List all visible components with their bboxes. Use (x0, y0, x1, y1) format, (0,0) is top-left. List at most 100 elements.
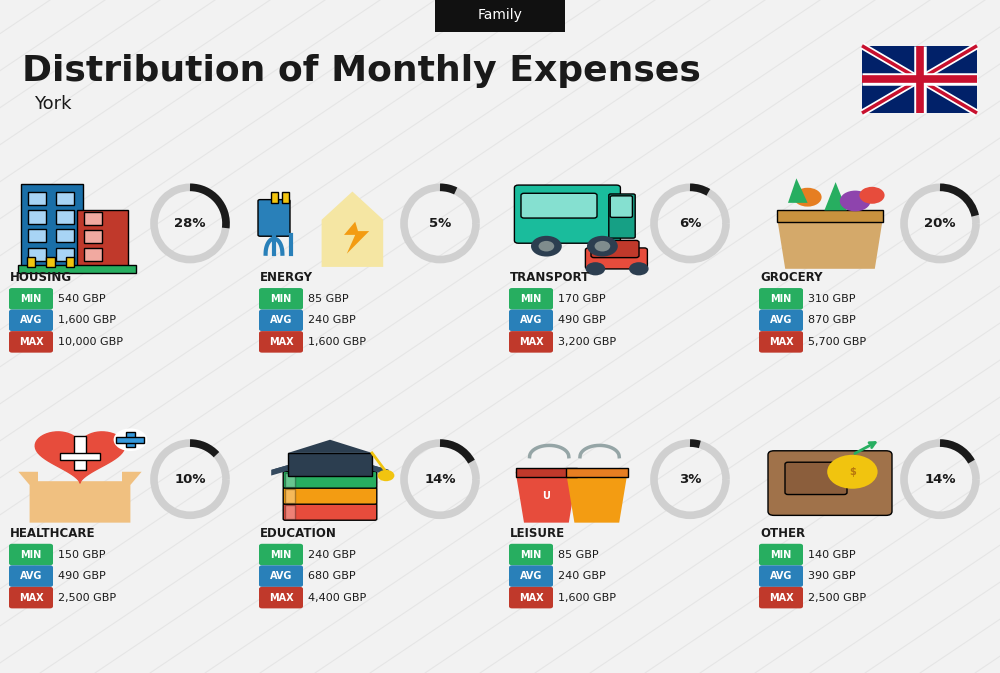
Text: AVG: AVG (270, 316, 292, 325)
Circle shape (587, 236, 618, 256)
FancyBboxPatch shape (566, 468, 628, 477)
FancyBboxPatch shape (509, 310, 553, 331)
Text: GROCERY: GROCERY (760, 271, 822, 284)
FancyBboxPatch shape (509, 331, 553, 353)
FancyBboxPatch shape (516, 468, 577, 477)
FancyBboxPatch shape (9, 310, 53, 331)
Text: MIN: MIN (20, 550, 42, 559)
FancyBboxPatch shape (9, 331, 53, 353)
Text: MAX: MAX (19, 337, 43, 347)
Text: MIN: MIN (20, 294, 42, 304)
Text: 5%: 5% (429, 217, 451, 230)
Text: 140 GBP: 140 GBP (808, 550, 856, 559)
Text: Family: Family (478, 9, 522, 22)
Text: Distribution of Monthly Expenses: Distribution of Monthly Expenses (22, 54, 701, 87)
FancyBboxPatch shape (28, 248, 46, 261)
Text: 490 GBP: 490 GBP (58, 571, 106, 581)
FancyBboxPatch shape (759, 544, 803, 565)
FancyBboxPatch shape (285, 489, 295, 503)
FancyBboxPatch shape (759, 587, 803, 608)
FancyBboxPatch shape (77, 211, 128, 267)
Circle shape (595, 241, 610, 252)
Text: 150 GBP: 150 GBP (58, 550, 106, 559)
Text: AVG: AVG (770, 316, 792, 325)
FancyBboxPatch shape (74, 436, 86, 470)
Text: 1,600 GBP: 1,600 GBP (558, 593, 616, 602)
FancyBboxPatch shape (759, 288, 803, 310)
FancyBboxPatch shape (777, 211, 883, 221)
FancyBboxPatch shape (283, 471, 377, 488)
FancyBboxPatch shape (259, 544, 303, 565)
Text: MAX: MAX (519, 337, 543, 347)
Circle shape (859, 187, 885, 204)
Text: AVG: AVG (20, 316, 42, 325)
FancyBboxPatch shape (282, 192, 289, 203)
Text: MAX: MAX (519, 593, 543, 602)
FancyBboxPatch shape (9, 288, 53, 310)
FancyBboxPatch shape (862, 46, 977, 113)
FancyBboxPatch shape (514, 185, 620, 243)
FancyBboxPatch shape (285, 472, 295, 487)
FancyBboxPatch shape (259, 565, 303, 587)
Text: 28%: 28% (174, 217, 206, 230)
Text: $: $ (849, 467, 856, 476)
FancyBboxPatch shape (768, 451, 892, 516)
Polygon shape (18, 472, 142, 523)
Text: EDUCATION: EDUCATION (260, 526, 337, 540)
Text: 4,400 GBP: 4,400 GBP (308, 593, 366, 602)
Text: MIN: MIN (270, 294, 292, 304)
FancyBboxPatch shape (56, 211, 74, 223)
FancyBboxPatch shape (84, 230, 102, 244)
Text: AVG: AVG (520, 571, 542, 581)
Text: ENERGY: ENERGY (260, 271, 313, 284)
FancyBboxPatch shape (116, 437, 144, 443)
FancyBboxPatch shape (46, 258, 55, 267)
FancyBboxPatch shape (259, 288, 303, 310)
Text: MAX: MAX (19, 593, 43, 602)
FancyBboxPatch shape (258, 200, 290, 236)
Text: 2,500 GBP: 2,500 GBP (808, 593, 866, 602)
FancyBboxPatch shape (18, 265, 136, 273)
Circle shape (827, 455, 878, 489)
Text: 540 GBP: 540 GBP (58, 294, 106, 304)
FancyBboxPatch shape (56, 248, 74, 261)
Text: MIN: MIN (770, 550, 792, 559)
Polygon shape (271, 453, 389, 470)
FancyBboxPatch shape (271, 192, 278, 203)
Text: MIN: MIN (520, 294, 542, 304)
Text: 14%: 14% (924, 472, 956, 486)
Circle shape (840, 190, 871, 211)
FancyBboxPatch shape (60, 453, 100, 460)
Circle shape (531, 236, 562, 256)
FancyBboxPatch shape (126, 432, 135, 448)
FancyBboxPatch shape (759, 565, 803, 587)
Text: HOUSING: HOUSING (10, 271, 72, 284)
FancyBboxPatch shape (259, 331, 303, 353)
FancyBboxPatch shape (259, 587, 303, 608)
Text: TRANSPORT: TRANSPORT (510, 271, 590, 284)
Text: 2,500 GBP: 2,500 GBP (58, 593, 116, 602)
Text: 310 GBP: 310 GBP (808, 294, 856, 304)
FancyBboxPatch shape (28, 211, 46, 223)
Text: AVG: AVG (520, 316, 542, 325)
Text: 240 GBP: 240 GBP (558, 571, 606, 581)
FancyBboxPatch shape (785, 462, 847, 495)
FancyBboxPatch shape (9, 587, 53, 608)
FancyBboxPatch shape (288, 453, 372, 476)
FancyBboxPatch shape (509, 544, 553, 565)
FancyBboxPatch shape (66, 258, 74, 267)
FancyBboxPatch shape (9, 565, 53, 587)
FancyBboxPatch shape (759, 310, 803, 331)
Polygon shape (288, 439, 372, 453)
Text: 14%: 14% (424, 472, 456, 486)
Text: AVG: AVG (20, 571, 42, 581)
Circle shape (629, 262, 649, 275)
Polygon shape (35, 432, 125, 483)
FancyBboxPatch shape (283, 503, 377, 520)
Text: 490 GBP: 490 GBP (558, 316, 606, 325)
Text: MAX: MAX (269, 337, 293, 347)
Text: LEISURE: LEISURE (510, 526, 565, 540)
Text: MAX: MAX (769, 337, 793, 347)
Text: MAX: MAX (769, 593, 793, 602)
Text: HEALTHCARE: HEALTHCARE (10, 526, 96, 540)
